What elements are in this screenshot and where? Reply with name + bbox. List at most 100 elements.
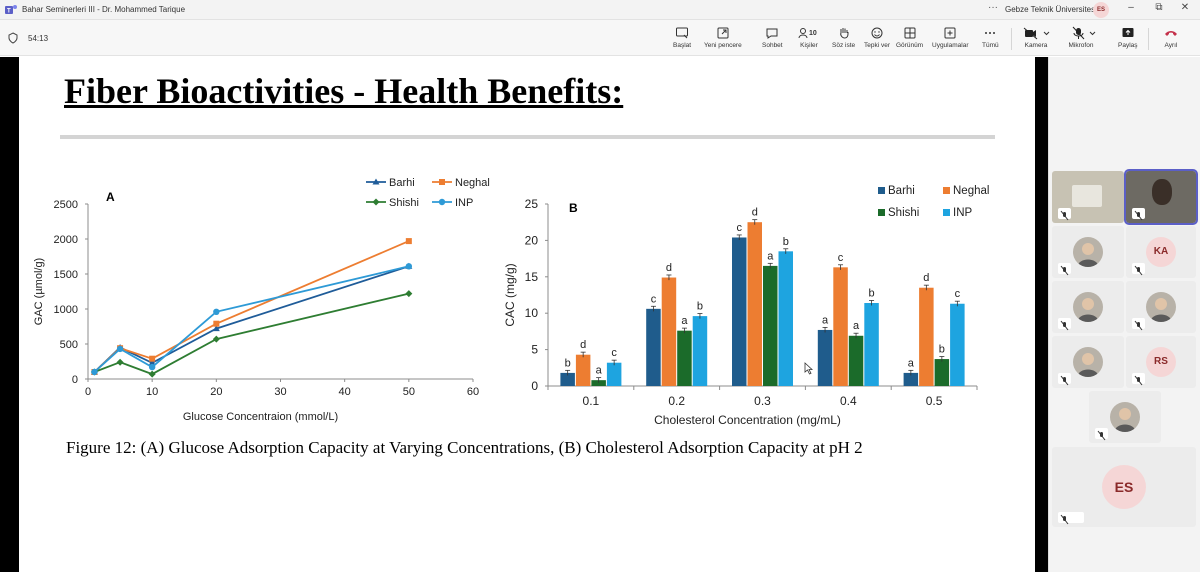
chart-b-y-tick-label: 25 xyxy=(525,197,539,211)
chart-b-x-tick-label: 0.1 xyxy=(583,394,600,408)
chart-a-series-line xyxy=(93,240,410,373)
chart-b-bar xyxy=(763,265,778,386)
chart-a-y-axis-label: GAC (µmol/g) xyxy=(33,258,45,325)
share-label: Paylaş xyxy=(1118,42,1138,49)
stage-border-right xyxy=(1035,57,1048,572)
chart-b-bar xyxy=(732,237,747,386)
camera-off-icon xyxy=(1023,27,1050,40)
chart-a-legend-marker xyxy=(439,179,445,185)
share-button[interactable]: Paylaş xyxy=(1118,26,1138,49)
chart-b-significance-label: c xyxy=(611,347,617,359)
chart-b-bar xyxy=(919,287,934,386)
chat-button[interactable]: Sohbet xyxy=(762,26,783,49)
chart-b-bar xyxy=(747,222,762,386)
participant-tile[interactable] xyxy=(1126,281,1196,333)
shield-icon xyxy=(8,32,18,44)
chart-b-bar xyxy=(661,277,677,386)
chart-a-data-point xyxy=(148,370,156,378)
chart-b-x-tick-label: 0.4 xyxy=(840,394,857,408)
more-button[interactable]: Tümü xyxy=(982,26,999,49)
user-avatar[interactable]: ES xyxy=(1093,2,1109,18)
participant-tile[interactable] xyxy=(1052,171,1124,223)
apps-button[interactable]: Uygulamalar xyxy=(932,26,969,49)
chart-b-legend-label: Barhi xyxy=(888,185,915,197)
participant-initials-avatar: RS xyxy=(1146,347,1176,377)
chart-b-bar xyxy=(778,251,793,386)
participant-tile[interactable]: KA xyxy=(1126,226,1196,278)
mic-button[interactable]: Mikrofon xyxy=(1066,26,1096,49)
new-window-button[interactable]: Yeni pencere xyxy=(704,26,742,49)
chart-b-bar xyxy=(934,359,950,386)
chart-a-x-tick-label: 30 xyxy=(274,386,286,398)
chart-a-data-point xyxy=(405,238,412,245)
participant-photo-avatar xyxy=(1073,292,1103,322)
chart-b-significance-label: d xyxy=(923,272,929,284)
title-divider xyxy=(60,135,995,139)
chart-a-glucose-adsorption: A 0 10 20 30 40 50 60 0 500 1000 1500 2000 2500 Glucos… xyxy=(33,177,490,423)
participant-tile[interactable] xyxy=(1089,391,1161,443)
chart-b-y-tick-label: 0 xyxy=(531,379,538,393)
chart-b-bar xyxy=(903,372,919,386)
react-button[interactable]: Tepki ver xyxy=(864,26,890,49)
muted-mic-icon xyxy=(1058,263,1071,276)
participant-video xyxy=(1152,179,1172,205)
participant-tile[interactable] xyxy=(1052,336,1124,388)
chart-b-x-tick-label: 0.3 xyxy=(754,394,771,408)
chart-b-significance-label: b xyxy=(868,287,874,299)
view-label: Görünüm xyxy=(896,42,924,49)
close-window-button[interactable]: ✕ xyxy=(1180,2,1190,13)
participant-tile[interactable]: RS xyxy=(1126,336,1196,388)
raise-hand-button[interactable]: Söz iste xyxy=(832,26,855,49)
muted-mic-icon xyxy=(1095,428,1108,441)
hang-up-icon xyxy=(1165,31,1177,36)
chart-a-x-tick-label: 20 xyxy=(210,386,222,398)
chart-a-legend-marker xyxy=(372,178,380,185)
chart-b-significance-label: d xyxy=(752,207,758,219)
participant-tile[interactable]: ES xyxy=(1052,447,1196,527)
figure-caption: Figure 12: (A) Glucose Adsorption Capaci… xyxy=(66,438,863,457)
participant-tile[interactable] xyxy=(1052,226,1124,278)
chart-b-significance-label: c xyxy=(838,252,844,264)
minimize-button[interactable]: – xyxy=(1128,2,1134,13)
chart-b-significance-label: a xyxy=(767,250,774,262)
chart-b-bar xyxy=(950,303,965,386)
start-presenting-icon xyxy=(676,27,689,39)
chart-b-y-tick-label: 20 xyxy=(525,233,539,247)
camera-button[interactable]: Kamera xyxy=(1022,26,1050,49)
leave-label: Ayrıl xyxy=(1164,42,1178,49)
chart-a-legend-label: Neghal xyxy=(455,177,490,189)
new-window-label: Yeni pencere xyxy=(704,42,742,49)
start-button[interactable]: Başlat xyxy=(673,26,691,49)
meeting-timer: 54:13 xyxy=(28,34,49,43)
muted-mic-icon xyxy=(1132,318,1145,331)
chart-a-data-point xyxy=(148,363,156,371)
leave-button[interactable]: Ayrıl xyxy=(1164,26,1178,49)
chart-a-y-tick-label: 0 xyxy=(72,374,78,386)
chart-a-y-tick-label: 2500 xyxy=(54,199,78,211)
muted-mic-icon xyxy=(1058,318,1071,331)
more-icon xyxy=(985,32,996,34)
slide-title: Fiber Bioactivities - Health Benefits: xyxy=(64,71,624,111)
chart-b-significance-label: b xyxy=(697,301,703,313)
people-button[interactable]: 10 Kişiler xyxy=(798,26,820,49)
chart-b-bar xyxy=(848,335,864,386)
chart-a-x-tick-label: 40 xyxy=(339,386,351,398)
chart-b-bar xyxy=(560,372,575,386)
restore-button[interactable]: ⧉ xyxy=(1155,2,1163,13)
chart-a-y-tick-label: 1500 xyxy=(54,269,78,281)
chart-a-y-tick-label: 2000 xyxy=(54,234,78,246)
chart-b-significance-label: a xyxy=(908,357,915,369)
participant-video xyxy=(1072,185,1102,207)
title-bar: T Bahar Seminerleri III - Dr. Mohammed T… xyxy=(0,0,1200,20)
more-options-button[interactable]: ··· xyxy=(988,2,998,13)
muted-mic-icon xyxy=(1132,208,1145,221)
view-button[interactable]: Görünüm xyxy=(896,26,923,49)
chart-a-legend-label: Shishi xyxy=(389,197,419,209)
chart-a-data-point xyxy=(116,358,124,366)
organization-name[interactable]: Gebze Teknik Üniversitesi xyxy=(1005,5,1097,14)
chart-b-bar xyxy=(646,308,661,386)
people-label: Kişiler xyxy=(800,42,818,49)
participant-tile[interactable] xyxy=(1124,169,1198,225)
participant-photo-avatar xyxy=(1110,402,1140,432)
participant-tile[interactable] xyxy=(1052,281,1124,333)
